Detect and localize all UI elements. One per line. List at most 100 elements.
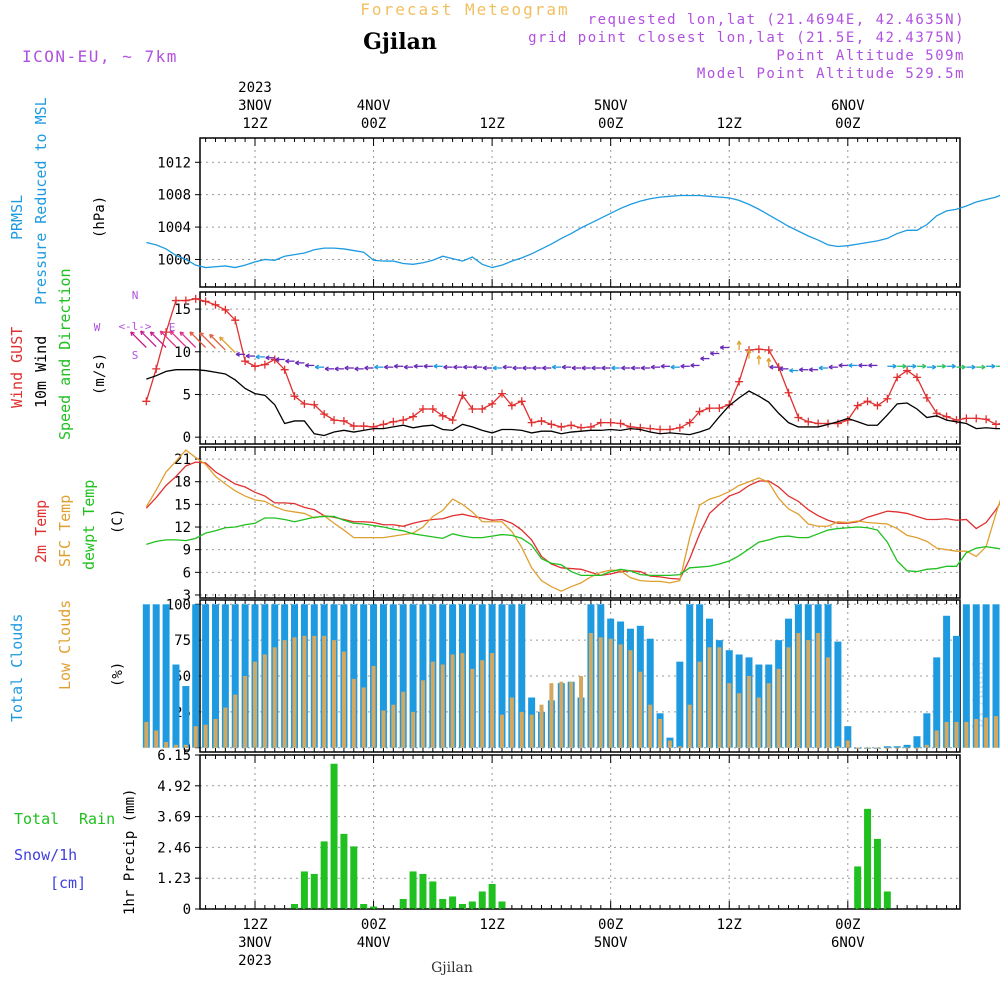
wind-dir-head [650, 364, 655, 370]
gust-marker [596, 418, 605, 427]
gust-marker [962, 414, 971, 423]
wind-dir-head [670, 364, 675, 370]
low-cloud-bar [559, 681, 564, 748]
wind-dir-head [640, 365, 646, 371]
low-cloud-bar [776, 668, 781, 748]
total-cloud-bar [409, 604, 417, 748]
rain-bar [429, 881, 437, 909]
temp2m-label: 2m Temp [32, 500, 50, 563]
wind-dir-head [611, 365, 616, 371]
wind-dir-head [971, 364, 976, 370]
gust-marker [527, 418, 536, 427]
low-cloud-bar [737, 693, 742, 748]
rain-bar [360, 903, 368, 909]
total-cloud-bar [162, 604, 170, 748]
gust-marker [339, 416, 348, 425]
y-tick-label: 5 [183, 387, 191, 403]
rain-label: Rain [79, 810, 115, 828]
gust-marker [577, 423, 586, 432]
wind-dir-head [700, 356, 705, 362]
gust-marker [537, 416, 546, 425]
wind-dir-head [130, 331, 135, 336]
series-line [145, 449, 1000, 592]
wind-dir-head [453, 364, 458, 370]
rain-bar [310, 873, 318, 909]
low-cloud-bar [351, 678, 356, 748]
low-cloud-bar [579, 676, 584, 748]
compass-n: N [132, 289, 139, 302]
low-cloud-bar [747, 676, 751, 748]
wind-dir-head [219, 336, 224, 342]
low-cloud-bar [440, 664, 445, 748]
gust-marker [320, 410, 329, 419]
gust-marker [705, 404, 714, 413]
gust-marker [735, 377, 744, 386]
y-tick-label: 6 [183, 565, 191, 581]
low-cloud-bar [845, 740, 850, 748]
gust-marker [853, 401, 862, 410]
low-cloud-bar [509, 697, 514, 748]
low-cloud-bar [203, 724, 208, 748]
total-cloud-bar [686, 604, 694, 748]
low-cloud-bar [401, 691, 406, 748]
y-tick-label: 1004 [157, 220, 191, 236]
low-cloud-bar [608, 638, 613, 748]
wind-dir-head [295, 360, 300, 366]
wind-dir-head [374, 364, 379, 370]
low-cloud-bar [154, 730, 159, 748]
wind-dir-arrow [209, 334, 226, 351]
y-tick-label: 3.69 [157, 810, 191, 826]
total-cloud-bar [646, 638, 654, 748]
low-cloud-bar [944, 721, 949, 748]
rain-bar [439, 898, 447, 909]
gust-marker [300, 399, 309, 408]
low-cloud-bar [648, 704, 653, 748]
low-cloud-bar [292, 637, 297, 748]
total-cloud-bar [498, 604, 506, 748]
low-cloud-bar [638, 671, 643, 748]
series-line [146, 194, 1000, 269]
wind-dir-head [591, 365, 596, 371]
gust-marker [231, 316, 240, 325]
low-cloud-bar [322, 635, 327, 748]
wind-dir-head [922, 363, 927, 369]
rain-bar [468, 901, 476, 909]
y-tick-label: 15 [174, 497, 191, 513]
y-tick-label: 0 [183, 741, 191, 757]
wind-dir-head [344, 365, 349, 371]
rain-bar [409, 871, 417, 909]
gust-marker [458, 391, 467, 400]
low-cloud-bar [213, 719, 218, 748]
wind-dir-head [159, 330, 165, 336]
compass-w: W [94, 321, 101, 334]
total-cloud-bar [389, 604, 397, 748]
wind-dir-head [209, 333, 214, 339]
total-cloud-bar [211, 604, 219, 748]
gust-marker [982, 415, 991, 424]
wind-dir-head [285, 358, 290, 364]
wind-dir-head [334, 366, 339, 372]
wind-dir-head [991, 363, 996, 369]
pressure-unit: (hPa) [92, 196, 108, 238]
wind-dir-head [789, 368, 794, 374]
low-cloud-bar [519, 711, 524, 748]
y-tick-label: 1000 [157, 252, 191, 268]
wind-dir-head [798, 367, 804, 373]
wind-dir-head [413, 363, 418, 369]
low-cloud-bar [430, 661, 435, 748]
low-cloud-bar [835, 746, 840, 748]
rain-bar [864, 808, 872, 909]
dewpt-label: dewpt Temp [80, 480, 98, 570]
gust-marker [804, 417, 813, 426]
panel-frame [199, 137, 961, 288]
top-date-label: 6NOV [831, 98, 865, 114]
total-cloud-bar [982, 604, 990, 748]
wind-dir-head [235, 351, 240, 357]
low-cloud-bar [381, 710, 386, 748]
low-cloud-bar [371, 665, 376, 748]
rain-bar [854, 866, 862, 909]
gust-marker [665, 425, 674, 434]
gust-marker [142, 397, 151, 406]
gust-marker [260, 360, 269, 369]
